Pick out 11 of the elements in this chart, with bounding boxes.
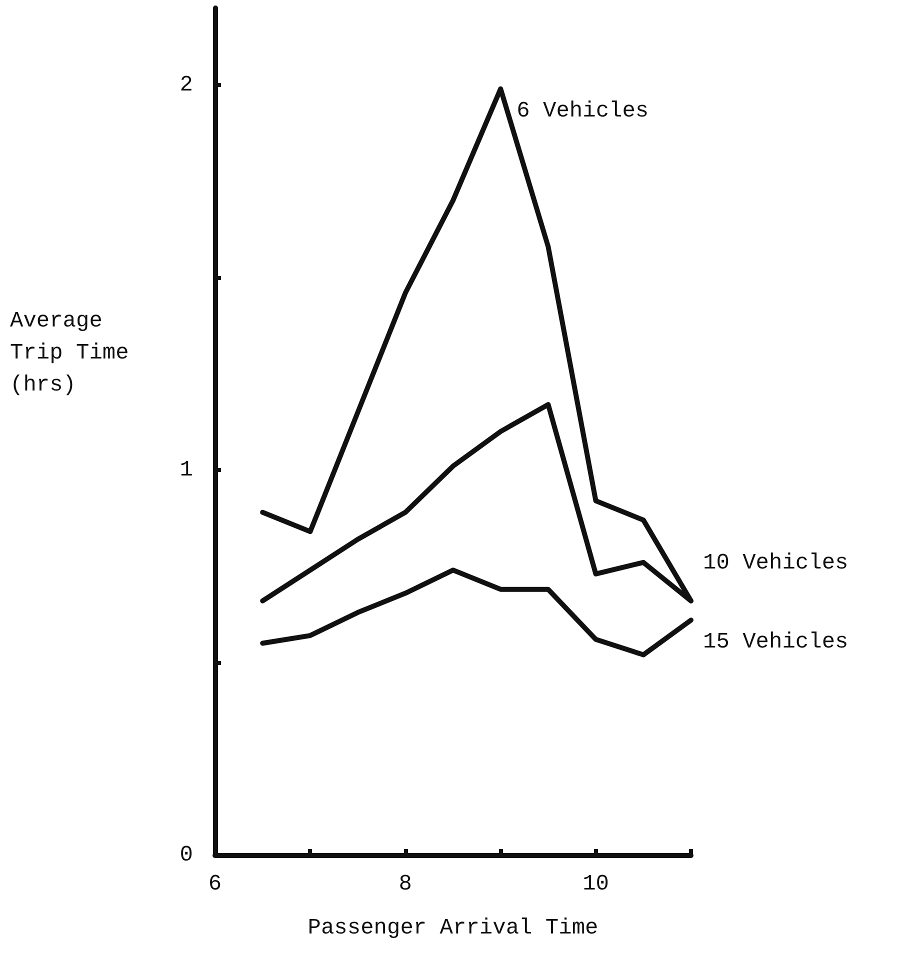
x-tick-label: 10: [582, 872, 610, 896]
y-tick-label: 2: [180, 72, 193, 98]
x-tick-label: 6: [208, 872, 222, 896]
y-axis-title: Average Trip Time (hrs): [10, 308, 142, 398]
x-axis-title: Passenger Arrival Time: [308, 916, 598, 940]
series-label: 10 Vehicles: [703, 550, 848, 576]
x-tick-label: 8: [398, 872, 412, 896]
y-tick-label: 0: [180, 842, 193, 868]
series-label: 6 Vehicles: [516, 98, 649, 124]
y-tick-label: 1: [180, 458, 193, 482]
series-label: 15 Vehicles: [703, 630, 848, 655]
